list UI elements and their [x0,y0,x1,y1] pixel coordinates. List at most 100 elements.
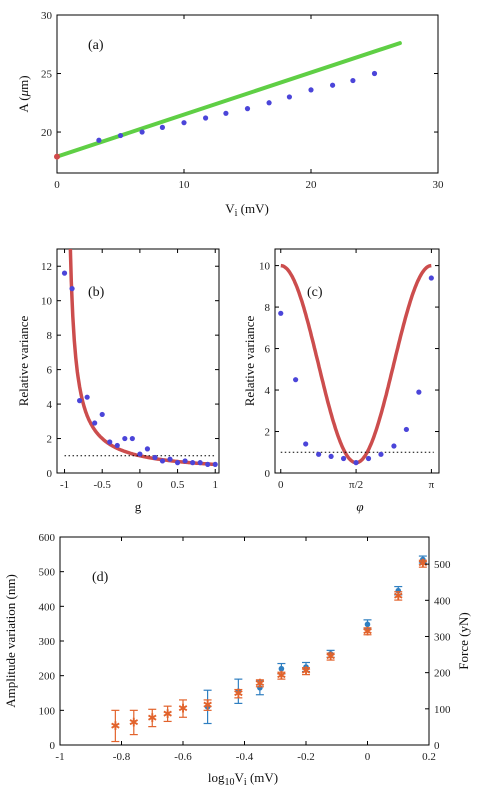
data-point [420,556,426,563]
data-point-star: ✱ [233,687,243,701]
x-tick-label: -0.4 [236,751,254,763]
panel-b-ylabel: Relative variance [16,315,31,406]
panel-b-label: (b) [88,285,105,300]
x-tick-label: 0.5 [171,479,185,491]
y-tick-label: 10 [41,296,53,308]
data-point [129,435,135,442]
data-point [137,451,143,457]
x-tick-label: 20 [306,179,318,191]
data-point [329,82,336,88]
x-tick-label: -0.6 [174,751,192,763]
data-point [205,461,211,467]
x-tick-label: 0 [365,751,371,763]
y-tick-label: 6 [265,344,271,356]
data-point [107,439,113,445]
y-tick-label: 4 [47,399,53,411]
y-tick-label: 0 [265,468,271,480]
y-tick-label: 2 [265,427,271,439]
x-tick-label: 0 [137,479,143,491]
data-point [371,70,378,77]
x-tick-label: -0.2 [297,751,314,763]
y-tick-label: 200 [39,671,56,683]
x-tick-label: -1 [55,751,64,763]
y2-tick-label: 400 [434,595,451,607]
data-point-star: ✱ [301,664,311,678]
origin-point [54,153,60,160]
data-point [96,137,102,143]
data-point-star: ✱ [203,698,213,712]
data-point [212,461,218,467]
y-tick-label: 400 [39,601,56,613]
data-point [278,665,285,672]
data-point-star: ✱ [255,676,265,690]
panel-c-label: (c) [307,285,323,300]
panel-d-y2label: Force (yN) [456,612,471,669]
data-point [308,87,314,93]
x-tick-label: 0.2 [422,751,436,763]
panel-b-xlabel: g [135,499,142,514]
y-tick-label: 12 [41,261,52,273]
x-tick-label: -0.5 [93,479,111,491]
y-tick-label: 100 [39,705,56,717]
data-point-star: ✱ [393,589,403,603]
data-point [365,455,372,462]
data-point [99,411,105,418]
y-tick-label: 30 [41,10,53,22]
panel-a-ylabel: A (μm) [16,75,31,112]
panel-d-label: (d) [92,570,109,585]
data-point [202,115,209,121]
y-tick-label: 600 [39,532,56,544]
data-point [152,454,158,461]
x-tick-label: 30 [433,179,445,191]
x-tick-label: 10 [179,179,191,191]
data-point [181,120,187,126]
data-point [416,389,422,395]
model-curve [68,249,216,467]
panel-c-xlabel: φ [356,499,363,514]
panel-d-ylabel: Amplitude variation (nm) [3,574,18,708]
data-point [84,394,90,400]
data-point [391,443,397,449]
panel-d-xlabel: log10Vi (mV) [208,770,278,788]
data-point [316,451,322,457]
panel-c: 0 π/2 π 0 2 4 6 8 10 (c) φ Relative variance [242,248,440,514]
y2-tick-label: 500 [434,559,451,571]
data-point [428,275,434,281]
y-tick-label: 2 [47,434,53,446]
y-tick-label: 4 [265,385,271,397]
panel-d: ✱ ✱ ✱ ✱ ✱ ✱✱✱✱ ✱✱✱✱✱ -1 -0.8 -0.6 -0.4 -0.2 0 0.2010… [3,532,471,788]
x-tick-label: 0 [54,179,60,191]
data-point [353,460,359,466]
y-tick-label: 6 [47,365,53,377]
panel-c-ylabel: Relative variance [242,315,257,406]
data-point [167,456,173,462]
y-tick-label: 25 [41,69,53,81]
y-tick-label: 300 [39,636,56,648]
data-point [159,458,166,464]
data-point [303,664,309,670]
data-point [303,441,309,447]
y-tick-label: 20 [41,127,53,139]
data-point [92,420,98,426]
data-point [190,460,196,466]
data-point-star: ✱ [418,557,428,571]
y-tick-label: 500 [39,567,56,579]
y-tick-label: 10 [259,261,271,273]
x-tick-label: 0 [278,479,284,491]
data-point [364,621,371,628]
x-tick-label: π [429,479,435,491]
y2-tick-label: 100 [434,704,451,716]
y2-tick-label: 200 [434,668,451,680]
data-point-star: ✱ [147,711,157,725]
data-point [139,129,145,135]
data-point-star: ✱ [178,702,188,716]
data-point [69,286,75,292]
data-point [328,453,334,460]
x-tick-label: -0.8 [113,751,131,763]
data-point [350,77,356,84]
data-point [293,377,299,383]
y-tick-label: 8 [265,302,271,314]
fit-line [55,41,402,159]
data-point [77,398,83,404]
